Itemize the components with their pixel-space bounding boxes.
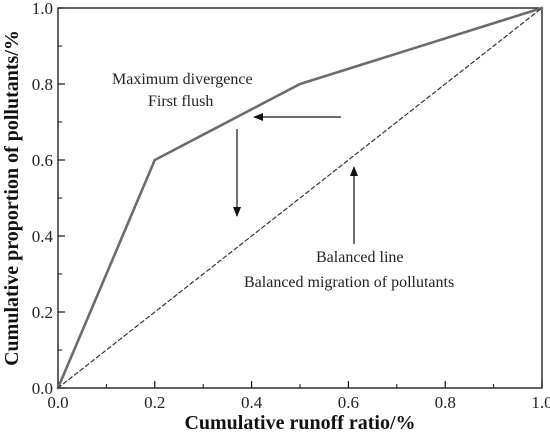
x-tick-label: 0.4: [241, 393, 263, 412]
x-tick-label: 1.0: [531, 393, 550, 412]
series-layer: [56, 6, 544, 390]
annotation-balanced-migration: Balanced migration of pollutants: [244, 274, 454, 291]
y-tick-label: 0.8: [32, 75, 53, 94]
annotation-first-flush: First flush: [148, 93, 213, 110]
y-axis-ticks: 0.0 0.2 0.4 0.6 0.8 1.0: [32, 0, 65, 398]
y-tick-label: 0.0: [32, 379, 53, 398]
x-tick-label: 0.0: [47, 393, 68, 412]
y-axis-title: Cumulative proportion of pollutants/%: [1, 30, 23, 366]
x-tick-label: 0.2: [144, 393, 165, 412]
y-tick-label: 1.0: [32, 0, 53, 18]
x-axis-title: Cumulative runoff ratio/%: [184, 412, 415, 434]
cumulative-curve: [56, 6, 544, 390]
y-tick-label: 0.4: [32, 227, 54, 246]
balanced-line: [57, 7, 543, 389]
x-tick-label: 0.6: [338, 393, 359, 412]
x-tick-label: 0.8: [435, 393, 456, 412]
annotation-max-divergence: Maximum divergence: [112, 71, 253, 88]
y-tick-label: 0.6: [32, 151, 53, 170]
x-axis-ticks: 0.0 0.2 0.4 0.6 0.8 1.0: [47, 381, 550, 412]
y-tick-label: 0.2: [32, 303, 53, 322]
annotation-balanced-line: Balanced line: [316, 249, 404, 266]
